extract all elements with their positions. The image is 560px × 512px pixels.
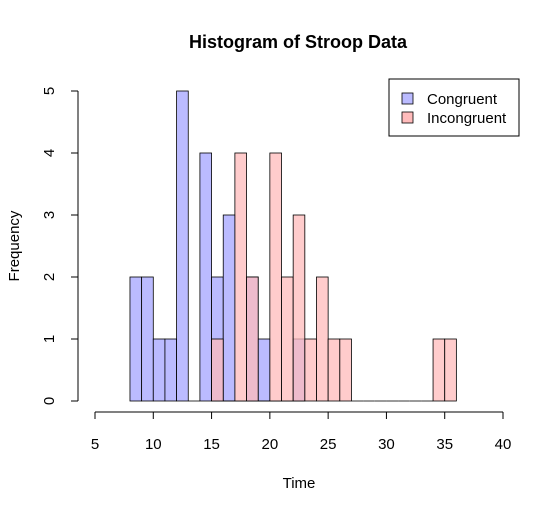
bars-layer [129, 90, 457, 402]
series-incongruent [211, 152, 457, 402]
bar-incongruent-23 [304, 338, 317, 402]
bar-incongruent-26 [339, 338, 352, 402]
legend-swatch-incongruent [401, 111, 414, 124]
bar-incongruent-15 [211, 338, 224, 402]
legend: Congruent Incongruent [388, 78, 520, 137]
bar-congruent-19 [257, 338, 271, 402]
y-tick-label-3: 3 [41, 211, 58, 219]
y-tick-label-1: 1 [41, 335, 58, 343]
bar-incongruent-25 [327, 338, 341, 402]
x-tick-label-15: 15 [203, 436, 220, 453]
bar-congruent-12 [176, 90, 189, 402]
legend-label-congruent: Congruent [427, 91, 498, 108]
bar-incongruent-22 [292, 214, 306, 402]
y-axis-label: Frequency [6, 210, 23, 281]
x-tick-label-30: 30 [378, 436, 395, 453]
x-tick-label-35: 35 [436, 436, 453, 453]
y-tick-label-5: 5 [41, 87, 58, 95]
y-axis: 0 1 2 3 4 5 [41, 87, 79, 405]
bar-congruent-16 [222, 214, 236, 402]
x-tick-label-20: 20 [262, 436, 279, 453]
bar-congruent-14 [199, 152, 212, 402]
bar-incongruent-18 [246, 276, 259, 402]
bar-congruent-8 [129, 276, 143, 402]
x-tick-label-10: 10 [145, 436, 162, 453]
chart-title: Histogram of Stroop Data [189, 32, 408, 52]
legend-box [388, 78, 520, 137]
legend-label-incongruent: Incongruent [427, 110, 507, 127]
bar-incongruent-35 [444, 338, 457, 402]
x-axis: 5 10 15 20 25 30 35 40 [91, 411, 512, 453]
y-tick-label-2: 2 [41, 273, 58, 281]
bar-incongruent-17 [234, 152, 247, 402]
bar-incongruent-21 [281, 276, 294, 402]
x-tick-label-5: 5 [91, 436, 99, 453]
bar-incongruent-24 [316, 276, 329, 402]
y-tick-label-0: 0 [41, 397, 58, 405]
x-tick-label-25: 25 [320, 436, 337, 453]
bar-congruent-11 [164, 338, 177, 402]
bar-congruent-10 [152, 338, 166, 402]
x-tick-label-40: 40 [495, 436, 512, 453]
bar-congruent-9 [141, 276, 154, 402]
bar-incongruent-20 [269, 152, 282, 402]
x-axis-label: Time [283, 475, 316, 492]
y-tick-label-4: 4 [41, 149, 58, 157]
bar-incongruent-34 [432, 338, 446, 402]
legend-swatch-congruent [401, 92, 414, 105]
